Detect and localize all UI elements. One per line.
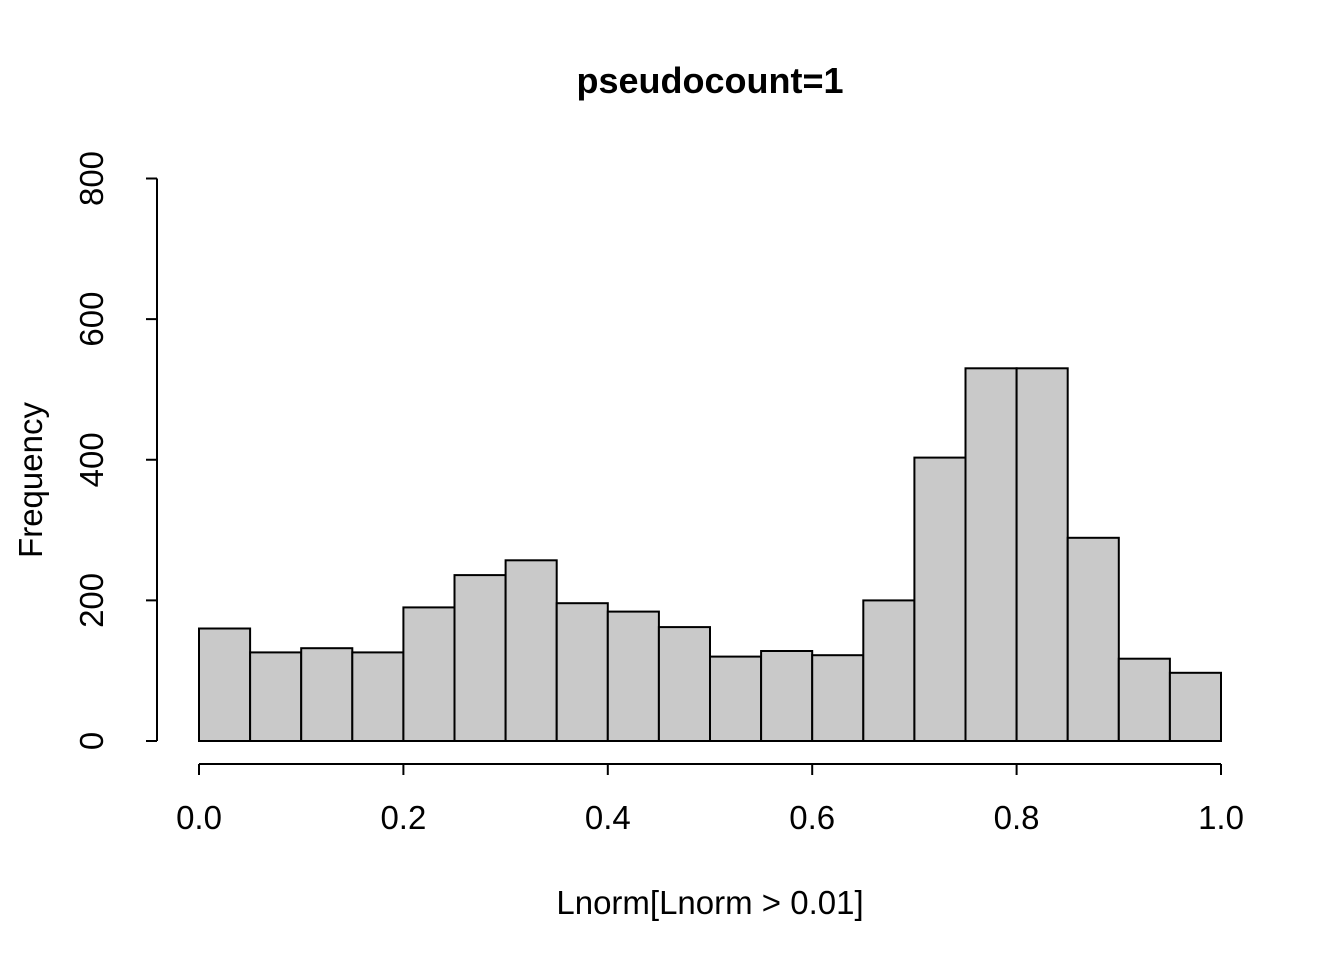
y-tick-label: 600 [73,292,110,347]
histogram-bar [249,651,303,743]
y-tick-label: 400 [73,432,110,487]
y-tick-label: 200 [73,573,110,628]
y-tick-label: 0 [73,732,110,750]
histogram-bar [606,610,660,742]
histogram-bar [964,367,1018,742]
x-tick-label: 0.6 [789,799,835,836]
histogram-bar [913,456,967,742]
histogram-bar [1015,367,1069,742]
x-tick-label: 0.8 [994,799,1040,836]
histogram-bar [555,602,609,743]
histogram-bar [300,647,354,743]
histogram-bar [709,655,763,742]
histogram-bar [402,606,456,743]
x-tick-label: 0.0 [176,799,222,836]
histogram-bar [198,627,252,742]
histogram-bar [351,651,405,743]
histogram-bar [811,654,865,743]
histogram-bar [862,599,916,743]
histogram-bar [1066,536,1120,742]
y-tick-label: 800 [73,151,110,206]
x-tick-label: 0.2 [380,799,426,836]
chart-title: pseudocount=1 [576,60,843,101]
histogram-bar [1168,671,1223,742]
histogram-bar [760,650,814,742]
axes-group: 0 200 400 600 800 0.0 0.2 0.4 0.6 0.8 1.0 [73,151,1244,836]
histogram-bar [1117,657,1171,743]
histogram-bar [504,559,558,742]
x-axis-label: Lnorm[Lnorm > 0.01] [556,884,863,921]
histogram-bar [657,626,712,742]
x-tick-label: 0.4 [585,799,631,836]
x-tick-label: 1.0 [1198,799,1244,836]
histogram-bar [453,574,507,742]
bars-group [198,367,1223,743]
y-axis-label: Frequency [12,402,49,558]
